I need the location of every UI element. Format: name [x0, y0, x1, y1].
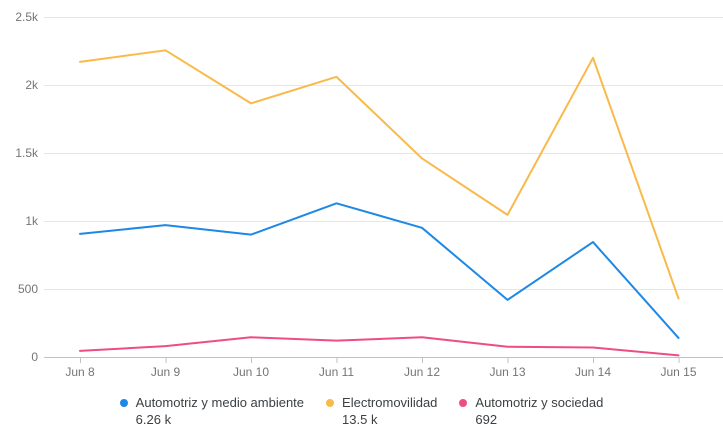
x-axis-tick-label: Jun 11	[319, 365, 354, 379]
series-name: Automotriz y sociedad	[475, 395, 604, 410]
legend-item-automotriz-y-medio-ambiente[interactable]: Automotriz y medio ambiente 6.26 k	[119, 394, 304, 428]
series-line-automotriz-y-medio-ambiente[interactable]	[79, 202, 680, 339]
legend-item-electromovilidad[interactable]: Electromovilidad 13.5 k	[326, 394, 437, 428]
line-chart: 0 500 1k 1.5k 2k 2.5k Jun 8 Jun 9 Jun 10 Jun 11 Ju…	[15, 10, 723, 379]
legend-text: Automotriz y medio ambiente 6.26 k	[136, 394, 304, 428]
series-total: 13.5 k	[342, 412, 378, 427]
y-axis-tick-label: 1k	[25, 214, 39, 228]
x-axis-tick-label: Jun 8	[65, 365, 95, 379]
x-axis-tick-label: Jun 13	[489, 365, 525, 379]
x-axis-tick-label: Jun 9	[151, 365, 181, 379]
x-axis-tick-label: Jun 12	[404, 365, 440, 379]
series-name: Electromovilidad	[342, 395, 438, 410]
x-axis-tick-label: Jun 10	[233, 365, 269, 379]
y-axis-tick-label: 1.5k	[15, 146, 39, 160]
series-color-dot	[326, 399, 335, 407]
legend-item-automotriz-y-sociedad[interactable]: Automotriz y sociedad 692	[459, 394, 603, 428]
legend-text: Electromovilidad 13.5 k	[342, 394, 437, 428]
series-color-dot	[459, 399, 468, 407]
x-axis-tick-label: Jun 14	[575, 365, 611, 379]
series-total: 6.26 k	[135, 412, 172, 427]
legend-text: Automotriz y sociedad 692	[475, 394, 603, 428]
y-axis-tick-label: 2.5k	[15, 10, 39, 24]
series-total: 692	[475, 412, 498, 427]
series-line-automotriz-y-sociedad[interactable]	[79, 336, 680, 357]
series-name: Automotriz y medio ambiente	[135, 395, 305, 410]
chart-legend: Automotriz y medio ambiente 6.26 k Elect…	[0, 394, 723, 428]
series-line-electromovilidad[interactable]	[79, 49, 680, 300]
y-axis-tick-label: 2k	[25, 78, 39, 92]
series-color-dot	[119, 399, 128, 407]
y-axis-tick-label: 0	[31, 350, 38, 364]
x-axis-tick-label: Jun 15	[660, 365, 696, 379]
y-axis-tick-label: 500	[18, 282, 38, 296]
